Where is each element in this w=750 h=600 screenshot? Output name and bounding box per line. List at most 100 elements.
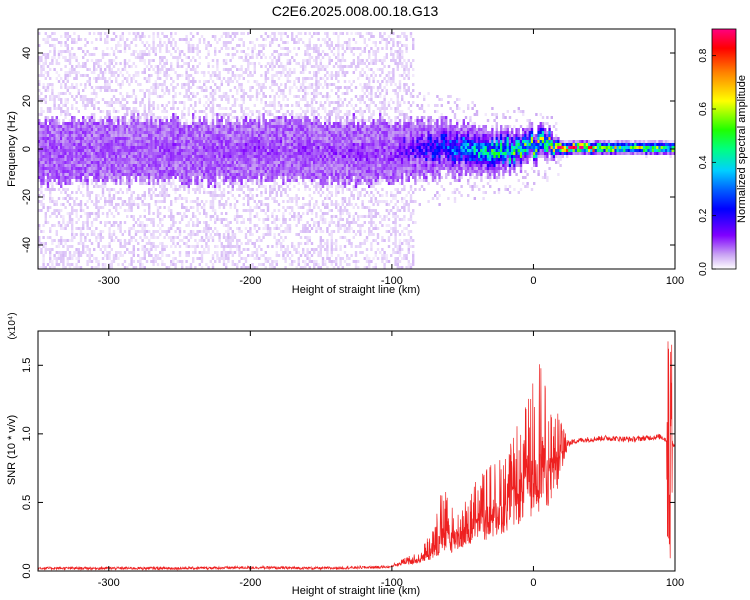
heatmap-cell [176,83,179,86]
heatmap-cell [49,200,52,203]
heatmap-cell [192,215,195,218]
heatmap-cell [130,128,133,131]
heatmap-cell [156,32,160,35]
heatmap-cell [236,158,239,161]
heatmap-cell [110,173,113,176]
heatmap-cell [53,176,56,179]
heatmap-cell [66,167,69,170]
heatmap-cell [121,164,124,167]
heatmap-cell [130,236,133,239]
heatmap-cell [128,179,131,182]
heatmap-cell [282,65,285,68]
heatmap-cell [214,74,217,77]
heatmap-cell [121,131,124,134]
heatmap-cell [79,203,83,206]
heatmap-cell [112,239,116,242]
heatmap-cell [176,236,179,239]
heatmap-cell [192,260,195,263]
heatmap-cell [205,152,208,155]
heatmap-cell [262,236,265,239]
heatmap-cell [203,176,206,179]
heatmap-cell [211,209,215,212]
heatmap-cell [110,188,113,191]
heatmap-cell [84,62,87,65]
heatmap-cell [126,266,129,269]
heatmap-cell [266,104,270,107]
heatmap-cell [110,161,113,164]
heatmap-cell [141,257,144,260]
heatmap-cell [101,110,105,113]
heatmap-cell [154,260,157,263]
heatmap-cell [170,134,173,137]
heatmap-cell [121,107,124,110]
heatmap-cell [145,176,149,179]
heatmap-cell [110,158,113,161]
heatmap-cell [262,149,265,152]
heatmap-cell [216,140,219,143]
heatmap-cell [86,68,89,71]
heatmap-cell [181,83,184,86]
heatmap-cell [148,89,151,92]
heatmap-cell [225,140,228,143]
heatmap-cell [165,74,168,77]
heatmap-cell [225,98,228,101]
heatmap-cell [251,179,254,182]
heatmap-cell [68,62,72,65]
heatmap-cell [194,80,197,83]
heatmap-cell [258,200,261,203]
heatmap-cell [236,89,239,92]
heatmap-cell [170,152,173,155]
heatmap-cell [44,164,47,167]
heatmap-cell [275,254,278,257]
heatmap-cell [53,44,56,47]
heatmap-cell [90,161,94,164]
heatmap-cell [119,152,122,155]
heatmap-cell [222,59,226,62]
heatmap-cell [77,155,80,158]
heatmap-cell [196,125,199,128]
heatmap-cell [152,128,155,131]
heatmap-cell [49,236,52,239]
heatmap-cell [139,176,142,179]
heatmap-cell [161,245,164,248]
heatmap-cell [170,140,173,143]
heatmap-cell [152,113,155,116]
heatmap-cell [189,32,193,35]
heatmap-cell [46,128,50,131]
heatmap-cell [216,119,219,122]
heatmap-cell [123,140,127,143]
heatmap-cell [280,125,283,128]
heatmap-cell [187,140,190,143]
heatmap-cell [200,143,204,146]
heatmap-cell [99,32,102,35]
heatmap-cell [251,122,254,125]
heatmap-cell [244,170,248,173]
heatmap-cell [60,158,63,161]
heatmap-cell [71,71,74,74]
heatmap-cell [185,140,188,143]
heatmap-cell [108,197,111,200]
heatmap-cell [84,140,87,143]
heatmap-cell [104,143,107,146]
heatmap-cell [216,230,219,233]
heatmap-cell [134,95,138,98]
heatmap-cell [106,164,109,167]
heatmap-cell [104,41,107,44]
heatmap-cell [218,194,221,197]
heatmap-cell [154,146,157,149]
heatmap-cell [128,146,131,149]
heatmap-cell [119,224,122,227]
heatmap-cell [97,128,100,131]
heatmap-cell [93,89,96,92]
heatmap-cell [260,44,263,47]
heatmap-cell [216,131,219,134]
heatmap-cell [156,65,160,68]
heatmap-cell [236,140,239,143]
heatmap-cell [71,224,74,227]
heatmap-cell [139,215,142,218]
heatmap-cell [260,158,263,161]
heatmap-cell [82,179,85,182]
heatmap-cell [269,155,272,158]
heatmap-cell [238,143,241,146]
heatmap-cell [183,188,186,191]
